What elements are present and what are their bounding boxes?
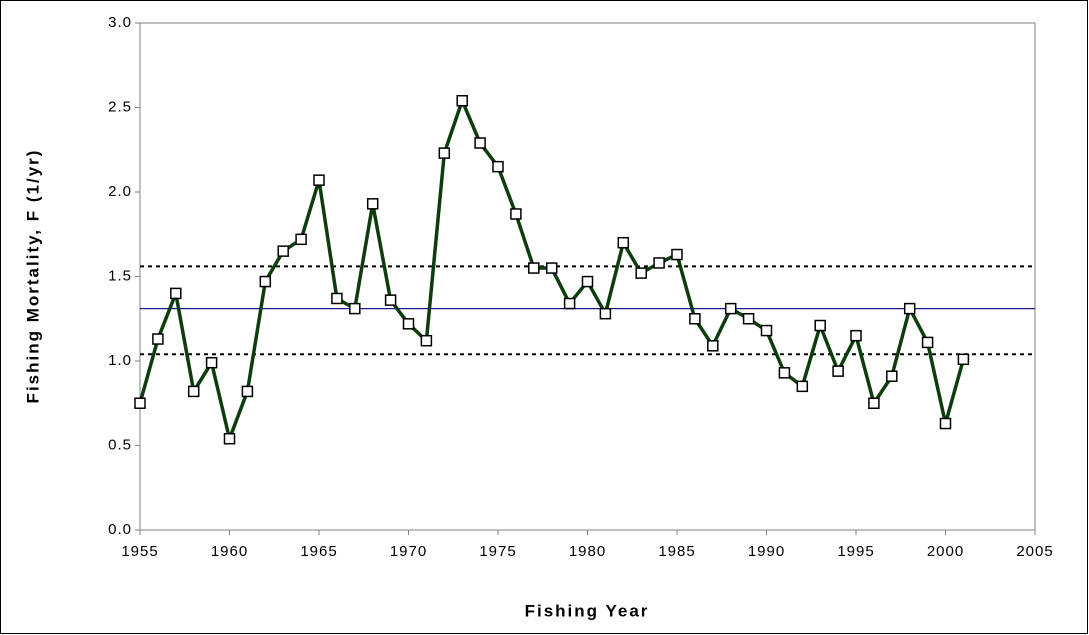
x-tick-label: 1970 <box>390 543 427 560</box>
data-marker <box>850 329 862 342</box>
data-marker <box>653 257 665 269</box>
data-marker <box>581 275 594 288</box>
x-tick-label: 1990 <box>748 543 785 560</box>
x-axis-title: Fishing Year <box>525 601 650 620</box>
data-marker <box>868 397 880 409</box>
data-marker <box>295 233 307 246</box>
data-marker <box>456 94 468 107</box>
data-marker <box>259 275 272 288</box>
x-tick-label: 1965 <box>300 543 337 560</box>
data-marker <box>384 294 397 306</box>
data-marker <box>689 313 701 325</box>
data-marker <box>187 385 200 398</box>
y-axis-title: Fishing Mortality, F (1/yr) <box>23 149 42 404</box>
data-marker <box>134 397 146 409</box>
data-marker <box>402 318 415 330</box>
y-tick-label: 0.5 <box>108 436 132 453</box>
data-marker <box>760 324 773 337</box>
y-tick-label: 0.0 <box>108 521 132 538</box>
data-marker <box>438 147 451 159</box>
y-tick-label: 1.5 <box>108 267 132 284</box>
x-tick-label: 1985 <box>658 543 695 560</box>
x-tick-label: 1975 <box>479 543 516 560</box>
data-marker <box>563 297 576 310</box>
data-marker <box>707 340 719 352</box>
y-tick-label: 2.0 <box>108 183 132 200</box>
data-marker <box>349 302 361 315</box>
data-marker <box>313 174 325 186</box>
data-marker <box>545 262 558 274</box>
x-tick-label: 2000 <box>927 543 964 560</box>
data-marker <box>241 385 254 398</box>
data-marker <box>832 365 844 377</box>
data-marker <box>886 370 898 382</box>
data-marker <box>277 245 289 257</box>
y-tick-label: 2.5 <box>108 98 132 115</box>
data-marker <box>742 313 755 325</box>
data-marker <box>528 262 540 274</box>
data-marker <box>223 432 236 445</box>
data-marker <box>617 236 630 249</box>
data-marker <box>957 353 970 366</box>
data-marker <box>152 333 164 345</box>
data-marker <box>635 267 647 279</box>
x-tick-label: 1995 <box>837 543 874 560</box>
data-marker <box>170 287 182 300</box>
y-tick-label: 1.0 <box>108 352 132 369</box>
data-marker <box>510 208 522 220</box>
data-marker <box>903 302 916 315</box>
data-marker <box>205 356 218 369</box>
x-tick-label: 1955 <box>121 543 158 560</box>
data-marker <box>474 137 486 149</box>
data-marker <box>939 417 952 430</box>
data-marker <box>921 336 934 349</box>
data-marker <box>778 367 791 379</box>
data-marker <box>331 292 343 305</box>
x-tick-label: 1980 <box>569 543 606 560</box>
data-marker <box>420 334 433 347</box>
data-marker <box>814 319 826 332</box>
y-tick-label: 3.0 <box>108 14 132 31</box>
x-tick-label: 2005 <box>1016 543 1053 560</box>
data-marker <box>671 248 683 261</box>
data-marker <box>796 380 809 393</box>
data-marker <box>366 198 379 210</box>
data-marker <box>724 302 737 315</box>
data-marker <box>599 307 612 320</box>
data-marker <box>492 160 504 173</box>
x-tick-label: 1960 <box>211 543 248 560</box>
